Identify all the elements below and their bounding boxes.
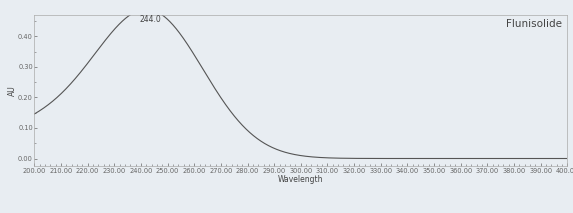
Text: Flunisolide: Flunisolide (506, 19, 562, 29)
Y-axis label: AU: AU (7, 85, 17, 96)
X-axis label: Wavelength: Wavelength (278, 175, 324, 184)
Text: 244.0: 244.0 (139, 15, 161, 24)
